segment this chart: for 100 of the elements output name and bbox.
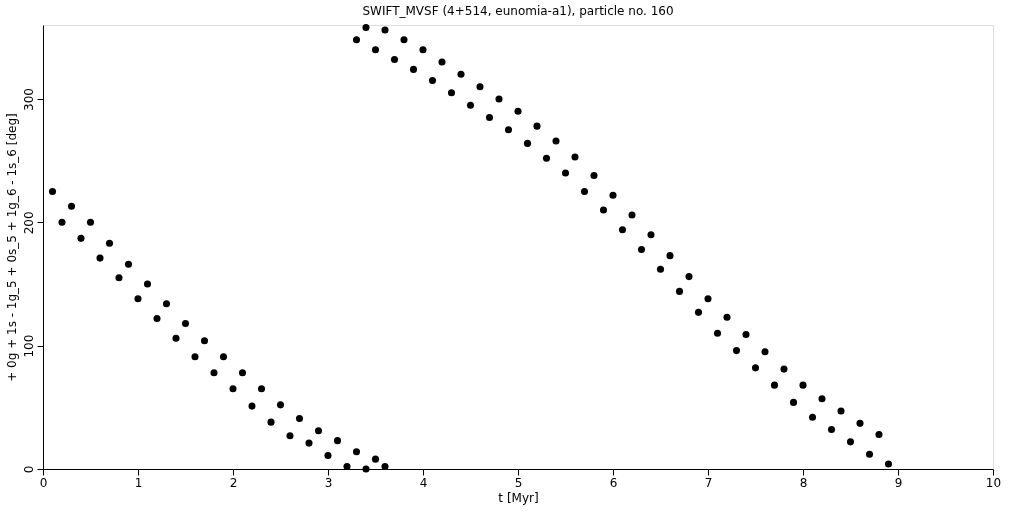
point <box>238 369 247 377</box>
point <box>694 308 703 316</box>
point <box>134 295 142 303</box>
point <box>599 206 608 214</box>
point <box>96 254 104 262</box>
point <box>751 364 760 372</box>
point <box>666 252 674 260</box>
point <box>248 402 256 410</box>
point <box>86 218 95 226</box>
point <box>732 347 741 355</box>
point <box>58 218 66 226</box>
point <box>419 46 427 54</box>
x-tick-label: 1 <box>134 475 143 490</box>
point <box>770 381 779 389</box>
point <box>219 353 228 361</box>
point <box>580 187 589 196</box>
x-axis-title: t [Myr] <box>498 490 539 505</box>
point <box>191 353 199 361</box>
point <box>504 126 513 134</box>
point <box>685 273 693 281</box>
point <box>827 426 836 434</box>
point <box>276 401 285 409</box>
point <box>229 385 237 393</box>
x-tick-label: 8 <box>799 475 808 490</box>
point <box>656 265 665 273</box>
point <box>808 413 817 421</box>
y-axis-title: + 0g + 1s - 1g_5 + 0s_5 + 1g_6 - 1s_6 [deg] <box>4 113 19 382</box>
point <box>457 70 465 78</box>
x-tick-label: 5 <box>514 475 523 490</box>
point <box>780 365 788 373</box>
point <box>618 226 627 234</box>
point <box>723 313 731 321</box>
x-tick-label: 0 <box>39 475 48 490</box>
y-tick-label: 300 <box>21 88 36 111</box>
point <box>704 295 712 303</box>
point <box>257 385 266 393</box>
point <box>818 395 826 403</box>
point <box>305 439 313 447</box>
y-tick-label: 100 <box>21 334 36 358</box>
point <box>837 407 845 415</box>
point <box>476 83 484 91</box>
point <box>428 76 437 85</box>
point <box>409 65 418 73</box>
point <box>761 348 769 356</box>
point <box>628 211 636 219</box>
point <box>333 437 342 445</box>
point <box>371 455 380 463</box>
point <box>314 427 323 435</box>
point <box>400 36 408 44</box>
x-tick-label: 10 <box>985 475 1002 490</box>
point <box>200 337 209 345</box>
point <box>865 450 874 458</box>
y-tick-label: 0 <box>21 465 36 474</box>
point <box>533 122 541 130</box>
point <box>799 381 807 389</box>
point <box>523 139 532 147</box>
point <box>552 137 560 145</box>
point <box>143 280 152 288</box>
point <box>485 113 494 122</box>
point <box>571 153 579 161</box>
point <box>390 56 399 64</box>
x-tick-label: 9 <box>894 475 903 490</box>
point <box>884 460 893 468</box>
point <box>371 46 380 54</box>
x-tick-label: 6 <box>609 475 618 490</box>
point <box>675 287 684 295</box>
x-tick-label: 4 <box>419 475 428 490</box>
point <box>267 418 275 426</box>
point <box>590 171 598 179</box>
point <box>561 169 570 177</box>
point <box>742 331 750 339</box>
point <box>447 89 456 97</box>
point <box>609 191 617 199</box>
point <box>286 432 294 440</box>
point <box>856 419 864 427</box>
x-tick-label: 7 <box>704 475 713 490</box>
y-tick-label: 200 <box>21 211 36 235</box>
point <box>542 154 551 162</box>
point <box>124 260 133 268</box>
point <box>295 414 304 422</box>
point <box>514 107 522 115</box>
point <box>162 300 171 308</box>
point <box>438 58 446 66</box>
point <box>466 101 475 109</box>
x-tick-label: 3 <box>324 475 333 490</box>
point <box>115 274 123 282</box>
x-tick-label: 2 <box>229 475 238 490</box>
point <box>647 231 655 239</box>
point <box>324 451 332 459</box>
point <box>381 26 389 34</box>
point <box>875 430 883 438</box>
point <box>362 465 370 473</box>
point <box>172 334 180 342</box>
point <box>362 23 370 31</box>
chart-title: SWIFT_MVSF (4+514, eunomia-a1), particle no. 160 <box>362 3 674 18</box>
point <box>495 95 503 103</box>
point <box>48 187 57 196</box>
point <box>153 315 161 323</box>
point <box>67 202 76 210</box>
point <box>637 245 646 253</box>
